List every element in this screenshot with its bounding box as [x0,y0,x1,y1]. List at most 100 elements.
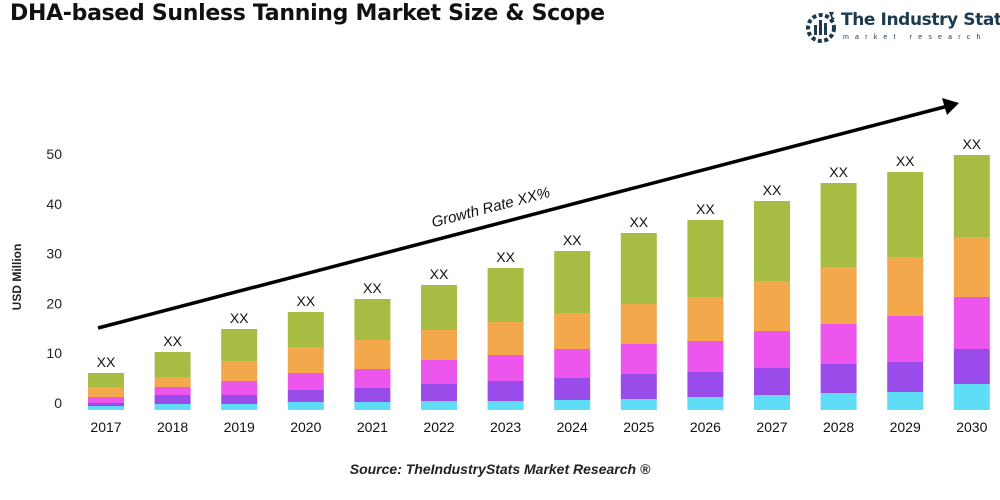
bar-segment [887,362,924,392]
bar-segment [953,384,990,410]
bar-segment [687,397,724,410]
bar-2027: XX [754,182,790,410]
bar-segment [620,344,657,374]
bar-segment [354,402,391,410]
bar-segment [287,347,324,373]
x-tick-label: 2024 [557,419,588,435]
bar-segment [221,381,258,395]
bar-segment [620,304,657,344]
bar-value-label: XX [496,249,515,265]
bar-segment [687,297,724,341]
y-tick-label: 30 [46,246,62,262]
x-tick-label: 2023 [490,419,521,435]
bar-segment [554,378,591,400]
x-tick-label: 2019 [224,419,255,435]
bar-segment [953,349,990,384]
logo: The Industry Stats market research [805,8,1000,48]
bar-value-label: XX [896,153,915,169]
bar-segment [487,355,524,381]
bar-value-label: XX [97,354,116,370]
bar-2022: XX [421,266,457,410]
bar-segment [421,360,457,384]
bar-segment [154,395,191,404]
bar-segment [88,397,124,403]
bar-segment [487,381,524,401]
bar-segment [421,384,457,401]
bar-2028: XX [820,164,857,410]
gear-chart-icon [806,12,836,43]
bar-2021: XX [354,280,391,410]
bar-segment [953,297,990,349]
bar-2018: XX [154,333,191,410]
bar-segment [88,406,124,410]
bar-segment [421,401,457,410]
bar-2026: XX [687,201,724,410]
bar-segment [620,374,657,399]
bar-segment [754,331,790,368]
bar-segment [754,368,790,395]
bar-segment [554,349,591,378]
x-tick-label: 2026 [690,419,721,435]
bar-segment [88,403,124,406]
x-tick-label: 2022 [423,419,454,435]
x-tick-label: 2017 [90,419,121,435]
x-tick-label: 2028 [823,419,854,435]
y-tick-label: 20 [46,295,62,311]
bar-segment [287,402,324,410]
bar-segment [88,387,124,397]
y-tick-label: 50 [46,146,62,162]
bar-value-label: XX [296,293,315,309]
bar-segment [154,404,191,410]
bar-segment [754,395,790,410]
bar-segment [820,364,857,393]
bar-segment [221,361,258,381]
bar-segment [554,313,591,349]
growth-arrow [97,98,959,330]
bar-2030: XX [953,136,990,410]
bar-segment [687,220,724,297]
bar-segment [487,401,524,410]
bar-segment [354,369,391,388]
bar-segment [221,395,258,404]
arrow-head-icon [942,98,959,115]
bar-segment [221,329,258,361]
bar-segment [88,373,124,387]
bar-value-label: XX [763,182,782,198]
bar-segment [154,387,191,395]
bar-segment [221,404,258,410]
bar-segment [287,390,324,402]
x-tick-label: 2025 [623,419,654,435]
bar-segment [154,377,191,387]
bar-2024: XX [554,232,591,410]
bar-segment [820,183,857,267]
bar-segment [887,316,924,362]
y-axis-label: USD Million [10,244,24,311]
bar-value-label: XX [163,333,182,349]
bar-segment [287,312,324,347]
bar-segment [887,257,924,316]
bar-segment [554,251,591,313]
bar-value-label: XX [962,136,981,152]
bar-value-label: XX [696,201,715,217]
bar-2020: XX [287,293,324,410]
bar-segment [687,372,724,397]
bar-segment [820,393,857,410]
x-tick-label: 2018 [157,419,188,435]
bar-segment [820,267,857,324]
y-tick-label: 10 [46,345,62,361]
bar-value-label: XX [563,232,582,248]
x-tick-label: 2021 [357,419,388,435]
x-tick-label: 2027 [756,419,787,435]
bar-2029: XX [887,153,924,410]
bar-segment [421,330,457,360]
bar-segment [953,237,990,297]
bar-2025: XX [620,214,657,410]
logo-name: The Industry Stats [841,10,1000,30]
bar-segment [887,392,924,410]
bar-value-label: XX [430,266,449,282]
bar-value-label: XX [363,280,382,296]
bar-value-label: XX [230,310,249,326]
x-tick-label: 2029 [890,419,921,435]
bar-segment [554,400,591,410]
